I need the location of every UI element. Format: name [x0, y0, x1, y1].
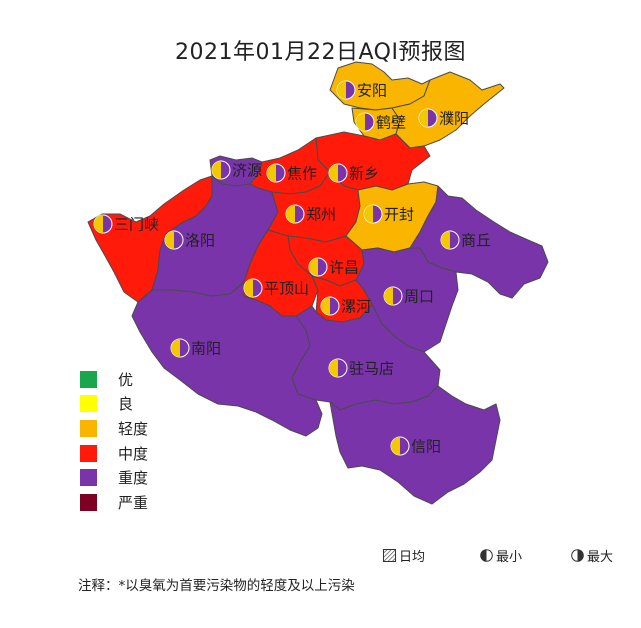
page-title: 2021年01月22日AQI预报图 — [175, 40, 466, 65]
city-label: 南阳 — [191, 340, 221, 358]
legend-swatch — [80, 395, 97, 413]
city-marker-icon — [390, 436, 410, 456]
legend-daily: 日均 — [383, 546, 425, 565]
footnote: 注释：*以臭氧为首要污染物的轻度及以上污染 — [78, 578, 355, 594]
city-marker-icon — [440, 230, 460, 250]
legend-min-label: 最小 — [496, 550, 523, 565]
legend-swatch — [80, 370, 97, 388]
legend-item: 优 — [80, 367, 148, 392]
city-marker-icon — [170, 338, 190, 358]
city-label: 信阳 — [411, 438, 441, 456]
city-marker-icon — [418, 108, 438, 128]
city-marker-icon — [266, 163, 286, 183]
legend-label: 优 — [118, 370, 134, 389]
city-label: 濮阳 — [439, 110, 469, 128]
region-zhoukou[interactable] — [355, 247, 459, 353]
city-marker-icon — [308, 257, 328, 277]
city-label: 洛阳 — [185, 232, 215, 250]
legend-max-label: 最大 — [587, 550, 614, 565]
legend-daily-label: 日均 — [399, 550, 426, 565]
city-label: 新乡 — [349, 165, 379, 183]
city-marker-icon — [363, 204, 383, 224]
half-circle-left-icon — [480, 549, 493, 562]
city-label: 漯河 — [341, 298, 371, 316]
city-label: 商丘 — [461, 232, 491, 250]
city-marker-icon — [320, 296, 340, 316]
legend-swatch — [80, 469, 97, 487]
city-marker-icon — [336, 80, 356, 100]
hatched-square-icon — [383, 549, 396, 562]
city-label: 周口 — [404, 288, 434, 306]
legend-item: 严重 — [80, 490, 148, 515]
city-marker-icon — [328, 163, 348, 183]
legend-min: 最小 — [480, 546, 522, 565]
legend-label: 严重 — [118, 493, 149, 512]
city-label: 郑州 — [306, 206, 336, 224]
city-label: 平顶山 — [264, 280, 309, 298]
city-label: 安阳 — [357, 82, 387, 100]
legend-item: 中度 — [80, 441, 148, 466]
legend-item: 重度 — [80, 465, 148, 490]
legend-swatch — [80, 419, 97, 437]
legend-item: 良 — [80, 392, 148, 417]
legend-label: 轻度 — [118, 419, 149, 438]
city-label: 济源 — [232, 162, 262, 180]
city-marker-icon — [211, 160, 231, 180]
legend-label: 重度 — [118, 469, 149, 488]
aqi-legend: 优良轻度中度重度严重 — [80, 367, 148, 515]
legend-item: 轻度 — [80, 416, 148, 441]
city-label: 三门峡 — [114, 216, 159, 234]
city-label: 许昌 — [329, 259, 359, 277]
city-label: 驻马店 — [349, 360, 394, 378]
legend-swatch — [80, 493, 97, 511]
legend-label: 中度 — [118, 444, 149, 463]
region-xinyang[interactable] — [329, 385, 501, 505]
city-marker-icon — [355, 112, 375, 132]
city-label: 开封 — [384, 206, 414, 224]
city-marker-icon — [285, 204, 305, 224]
half-circle-right-icon — [571, 549, 584, 562]
legend-max: 最大 — [571, 546, 613, 565]
city-marker-icon — [93, 214, 113, 234]
legend-label: 良 — [118, 395, 134, 414]
city-marker-icon — [328, 358, 348, 378]
city-label: 焦作 — [287, 165, 317, 183]
city-label: 鹤壁 — [376, 114, 406, 132]
city-marker-icon — [383, 286, 403, 306]
region-shangqiu[interactable] — [409, 185, 549, 299]
city-marker-icon — [164, 230, 184, 250]
legend-swatch — [80, 444, 97, 462]
city-marker-icon — [243, 278, 263, 298]
